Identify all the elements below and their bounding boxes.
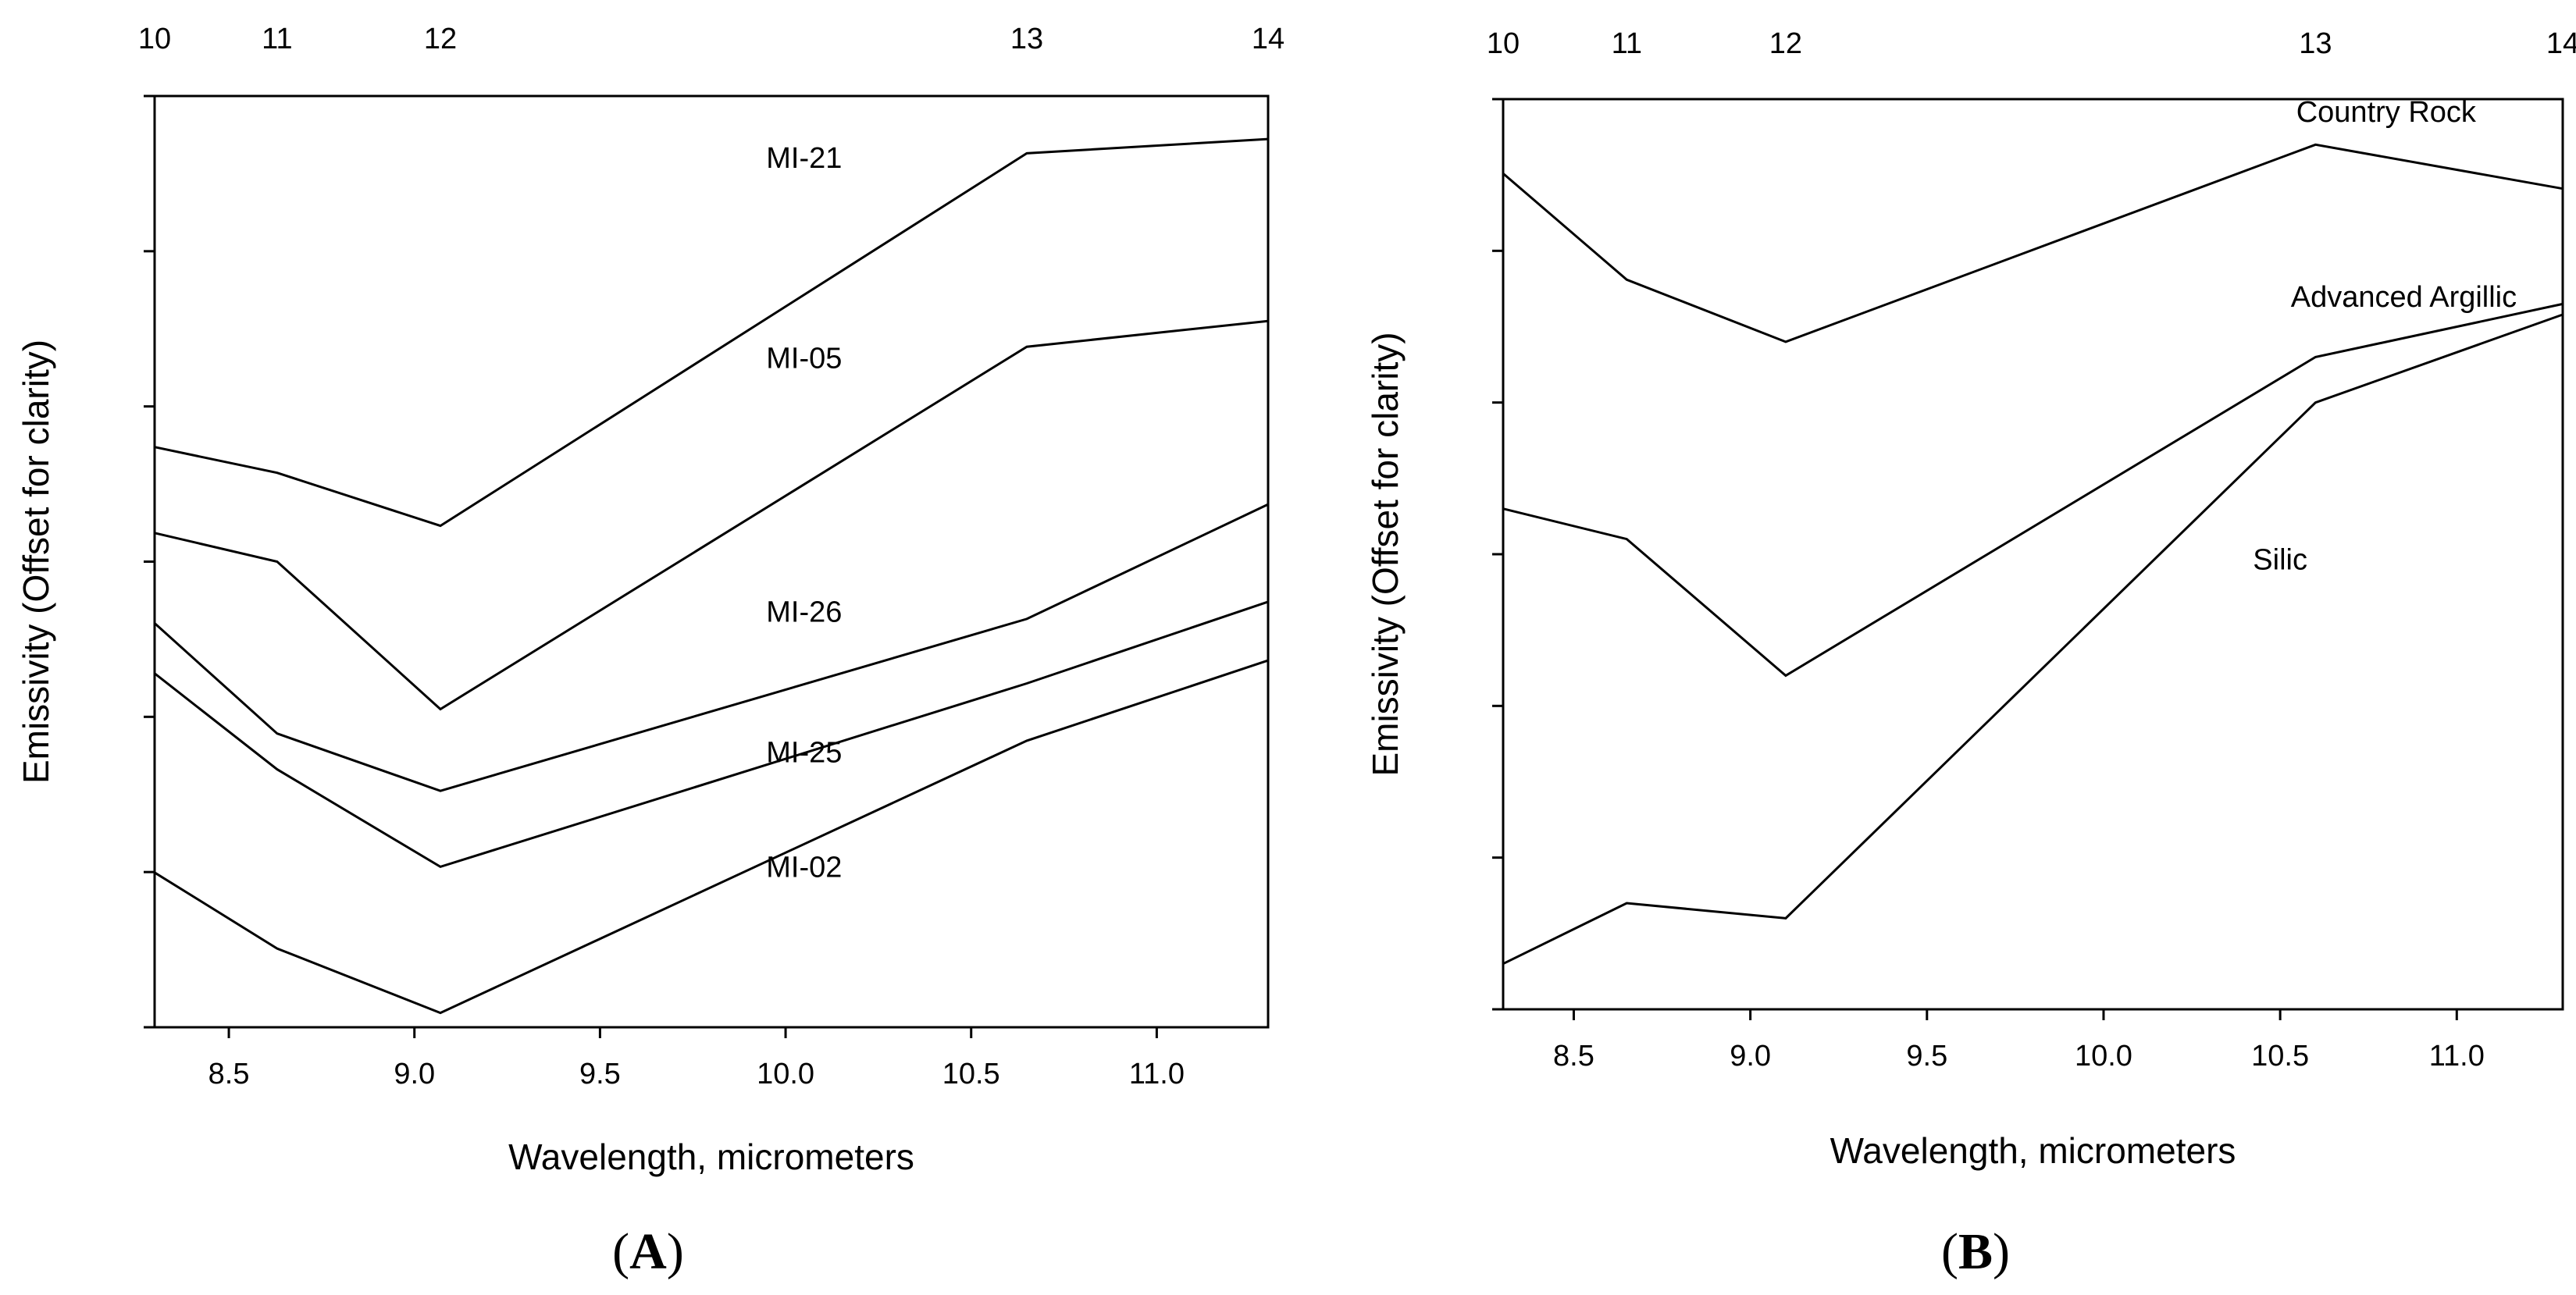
panel-a-top-tick-label: 14: [1252, 23, 1284, 55]
panel-b-x-tick-label: 10.5: [2251, 1040, 2309, 1073]
panel-a-series-mi-26-label: MI-26: [766, 596, 842, 629]
panel-a-series-mi-21-label: MI-21: [766, 142, 842, 175]
panel-b-x-axis-title: Wavelength, micrometers: [1830, 1130, 2236, 1171]
panel-a-series-mi-02-label: MI-02: [766, 851, 842, 884]
panel-a-series-mi-25-line: [154, 600, 1269, 869]
panel-b-x-tick-label: 10.0: [2075, 1040, 2132, 1073]
panel-b-top-tick-label: 13: [2299, 27, 2332, 60]
panel-b-top-tick-label: 10: [1487, 27, 1520, 60]
panel-a-top-tick-label: 13: [1010, 23, 1043, 55]
panel-a-top-tick-label: 11: [262, 23, 292, 55]
panel-b-series-advanced-argillic-label: Advanced Argillic: [2291, 281, 2517, 314]
panel-b-chart: 8.5 9.0 9.5 10.0 10.5 11.0 10 11 12 13 14 Wavelengt…: [1365, 27, 2576, 1171]
panel-b-series-country-rock-label: Country Rock: [2296, 96, 2477, 129]
panel-a-chart: 8.5 9.0 9.5 10.0 10.5 11.0 10 11 12 13 14 Wavelengt…: [16, 23, 1284, 1177]
panel-a-x-axis-title: Wavelength, micrometers: [508, 1137, 914, 1177]
panel-a-series-mi-05-label: MI-05: [766, 343, 842, 375]
panel-a-x-tick-label: 9.5: [579, 1058, 621, 1090]
panel-b-top-tick-label: 11: [1612, 27, 1642, 60]
panel-a-x-tick-label: 11.0: [1129, 1058, 1185, 1090]
panel-a-series-mi-25-label: MI-25: [766, 736, 842, 769]
panel-a-top-tick-label: 10: [138, 23, 171, 55]
panel-a-y-axis-title: Emissivity (Offset for clarity): [16, 340, 56, 784]
panel-a-x-tick-label: 8.5: [208, 1058, 250, 1090]
panel-b-y-axis-title: Emissivity (Offset for clarity): [1365, 332, 1406, 776]
panel-b-x-tick-label: 11.0: [2429, 1040, 2485, 1073]
panel-b-x-tick-label: 8.5: [1553, 1040, 1594, 1073]
panel-b-series-country-rock-line: [1502, 143, 2564, 343]
panel-b-x-tick-label: 9.5: [1906, 1040, 1947, 1073]
panel-a-x-tick-label: 9.0: [394, 1058, 435, 1090]
panel-b-top-tick-label: 12: [1769, 27, 1802, 60]
panel-a-series-mi-21-line: [154, 137, 1269, 528]
panel-a-top-tick-label: 12: [424, 23, 457, 55]
panel-a-x-tick-label: 10.5: [942, 1058, 1000, 1090]
panel-b-series-silic-line: [1502, 313, 2564, 966]
panel-a-series-mi-26-line: [153, 503, 1269, 792]
panel-a-series-mi-05-line: [154, 319, 1269, 711]
panel-a-series-mi-02-line: [154, 659, 1269, 1015]
panel-a-label: (A): [612, 1223, 684, 1280]
panel-b-top-tick-label: 14: [2546, 27, 2576, 60]
panel-b-label: (B): [1941, 1223, 2010, 1280]
panel-b-series-silic-label: Silic: [2253, 543, 2307, 576]
panel-a-x-tick-label: 10.0: [757, 1058, 814, 1090]
panel-b-x-tick-label: 9.0: [1730, 1040, 1771, 1073]
panel-b-series-advanced-argillic-line: [1502, 302, 2564, 678]
panel-b-plot-frame: [1502, 98, 2564, 1011]
